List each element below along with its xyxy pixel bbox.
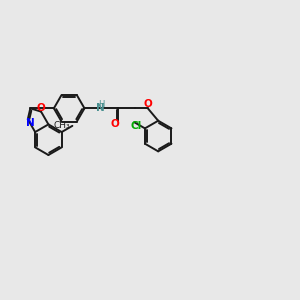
Text: N: N xyxy=(26,118,34,128)
Text: H: H xyxy=(98,100,104,109)
Text: Cl: Cl xyxy=(131,121,142,131)
Text: CH₃: CH₃ xyxy=(53,121,70,130)
Text: O: O xyxy=(37,103,45,113)
Text: O: O xyxy=(144,100,152,110)
Text: N: N xyxy=(96,103,105,113)
Text: O: O xyxy=(110,119,119,129)
